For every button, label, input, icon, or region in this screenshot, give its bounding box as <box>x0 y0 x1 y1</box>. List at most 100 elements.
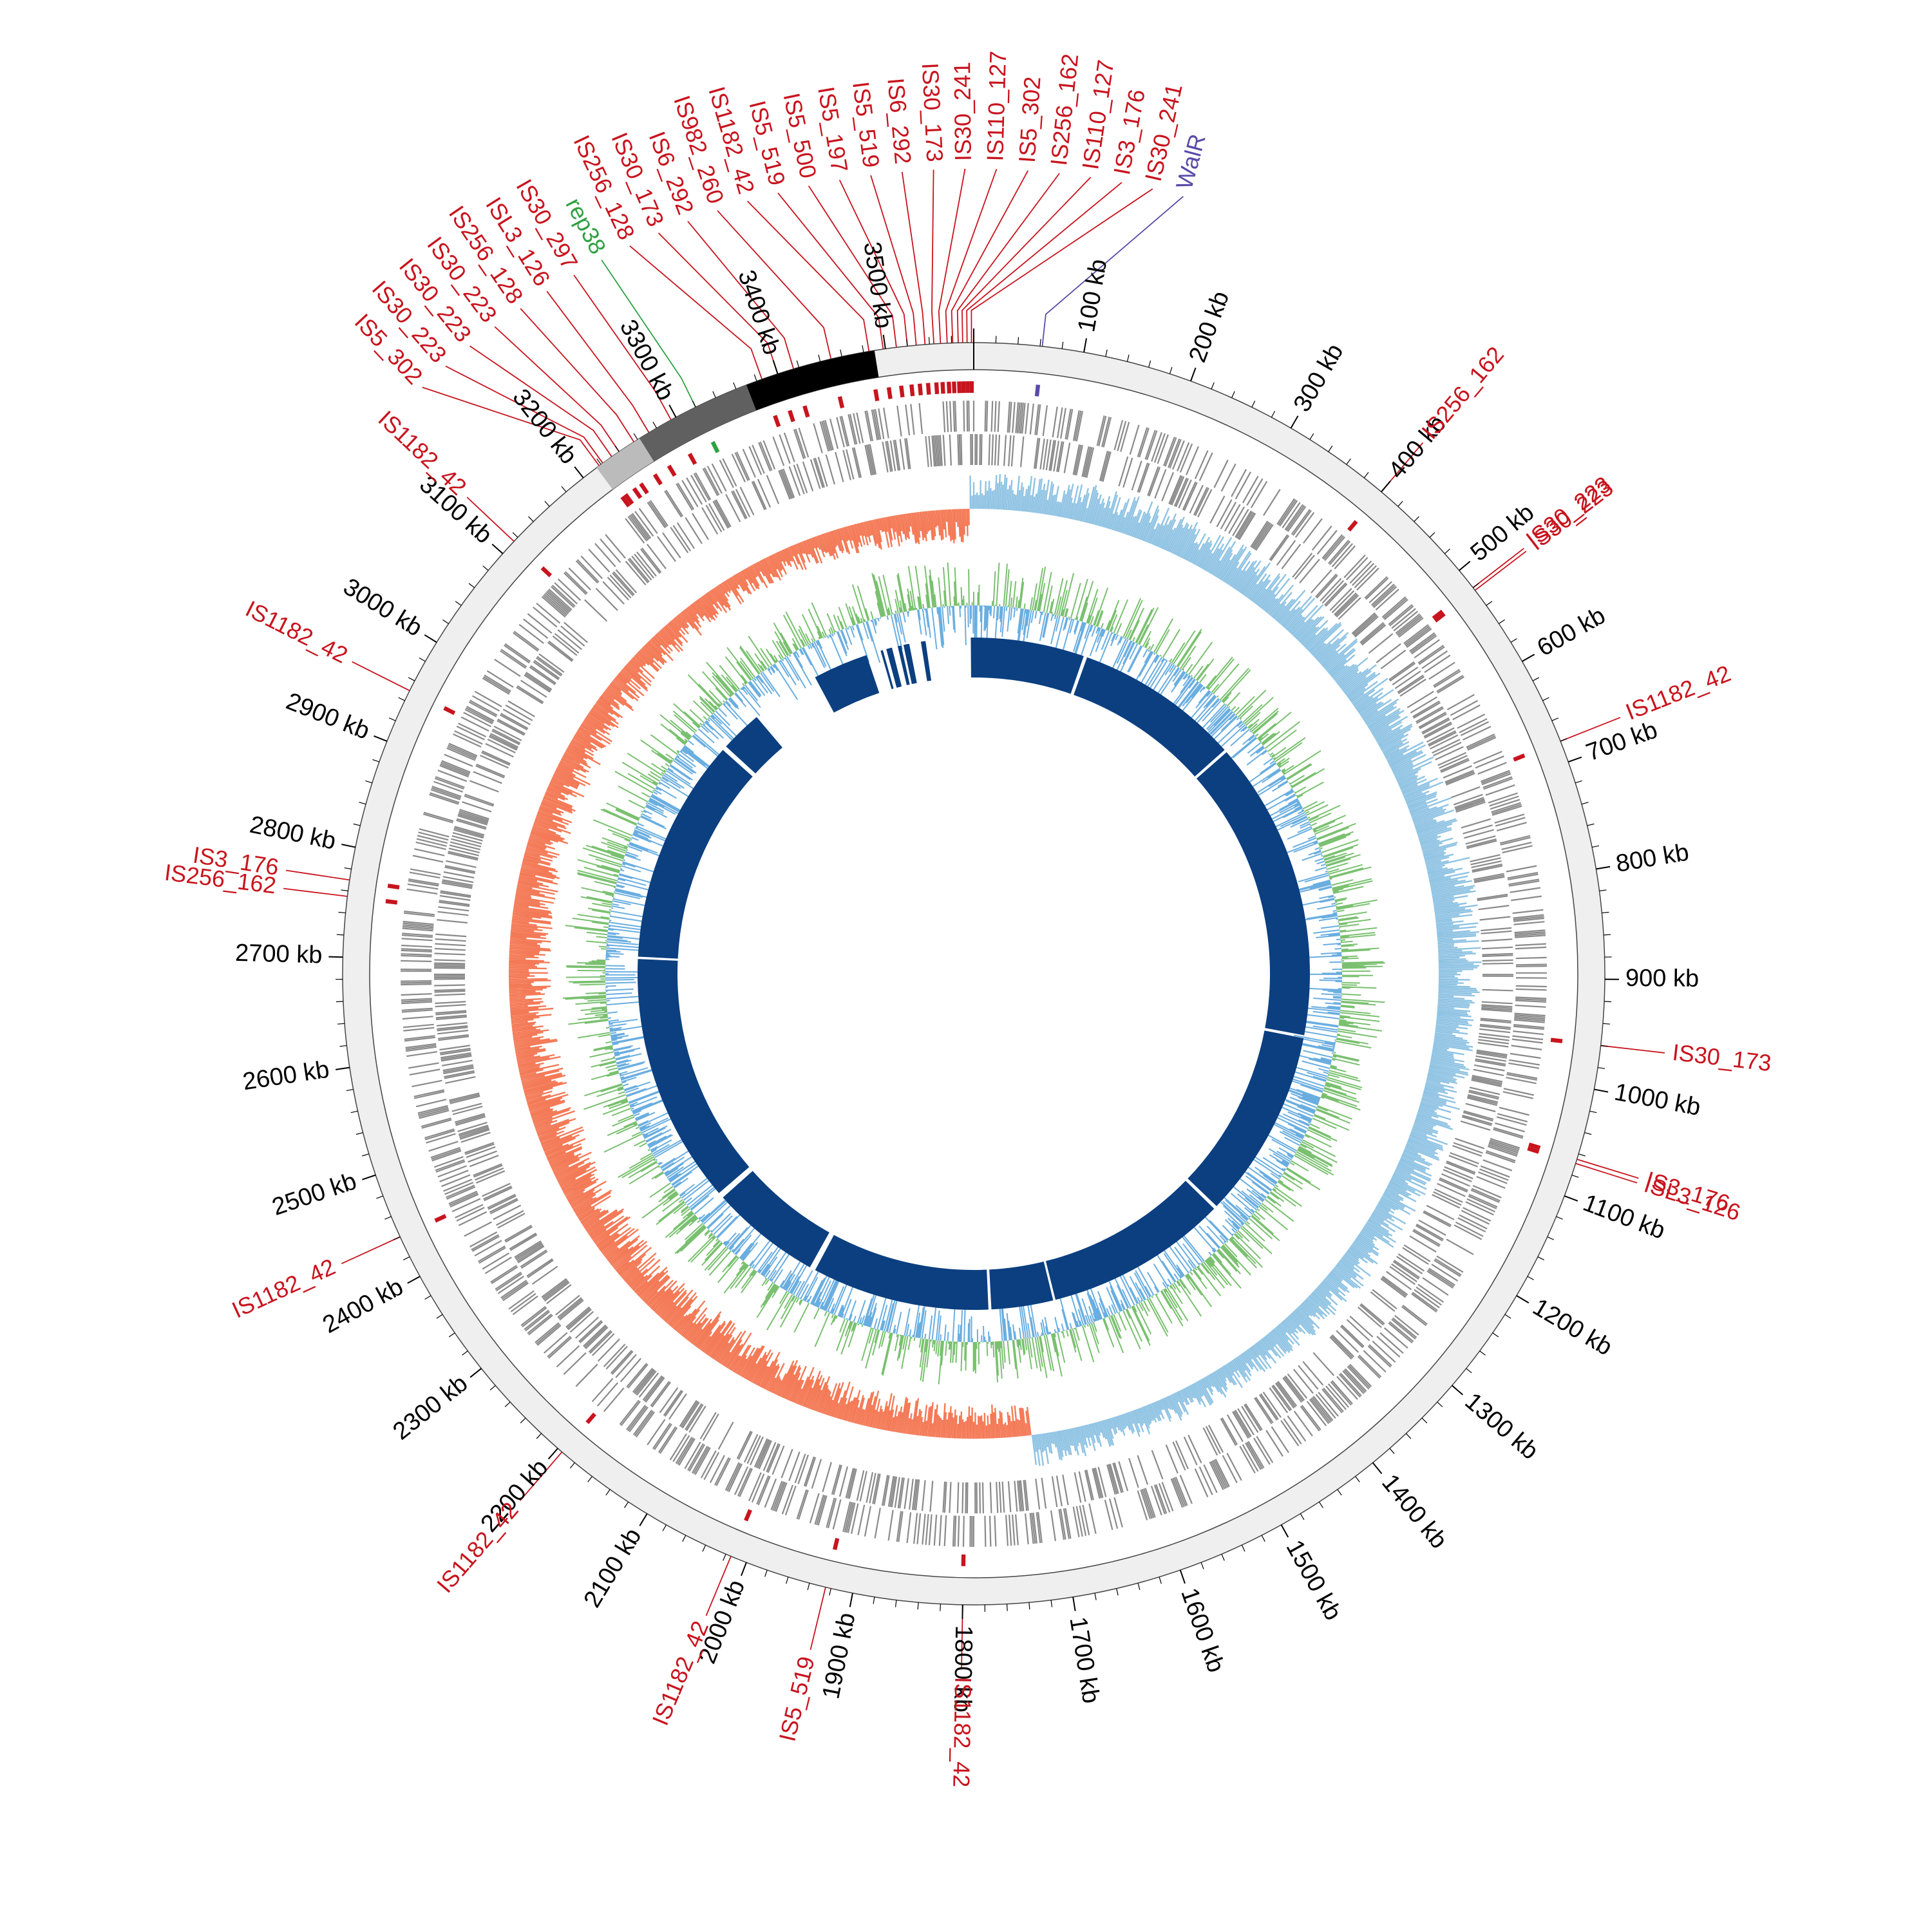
minor-tick <box>355 1132 363 1135</box>
major-tick <box>668 404 677 418</box>
major-tick <box>574 466 584 478</box>
minor-tick <box>733 382 737 390</box>
annotation-leader <box>494 326 620 452</box>
major-tick <box>1594 1088 1609 1093</box>
minor-tick <box>662 1524 667 1531</box>
is-element-mark <box>623 493 634 506</box>
kb-tick-label: 3500 kb <box>858 240 898 330</box>
annotation-leader <box>1600 1045 1665 1054</box>
is-element-label: IS110_127 <box>981 50 1011 162</box>
is-element-mark <box>652 473 663 486</box>
major-tick <box>1459 560 1471 571</box>
is-element-mark <box>540 566 553 578</box>
annotation-leader <box>705 1556 732 1616</box>
backbone-band <box>343 343 1605 1605</box>
minor-tick <box>807 1583 810 1591</box>
minor-tick <box>652 421 658 429</box>
major-tick <box>1290 415 1299 429</box>
annotation-leader <box>1472 547 1524 589</box>
is-element-label: IS5_302 <box>1014 75 1046 164</box>
minor-tick <box>482 565 489 571</box>
minor-tick <box>1251 401 1256 408</box>
minor-tick <box>1551 717 1559 721</box>
minor-tick <box>712 391 716 398</box>
minor-tick <box>1405 1433 1412 1439</box>
minor-tick <box>1581 802 1589 805</box>
minor-tick <box>682 1535 687 1542</box>
is-element-mark <box>1347 520 1358 532</box>
minor-tick <box>1094 1593 1097 1600</box>
annotation-leader <box>717 210 832 359</box>
is-element-label: IS256_162 <box>1045 52 1083 167</box>
minor-tick <box>1486 601 1493 606</box>
minor-tick <box>1355 1476 1360 1482</box>
major-tick <box>1372 1462 1383 1474</box>
minor-tick <box>1575 780 1582 784</box>
minor-tick <box>764 1569 768 1577</box>
minor-tick <box>1169 366 1173 374</box>
minor-tick <box>1105 349 1108 357</box>
minor-tick <box>365 780 373 784</box>
homology-block <box>726 717 782 774</box>
minor-tick <box>536 1433 542 1439</box>
minor-tick <box>1116 1588 1119 1596</box>
minor-tick <box>408 677 415 681</box>
is-element-mark <box>434 1214 447 1223</box>
minor-tick <box>1271 410 1276 418</box>
minor-tick <box>337 1023 345 1025</box>
kb-tick-label: 2800 kb <box>247 811 338 855</box>
major-tick <box>341 844 356 848</box>
major-tick <box>639 1513 648 1526</box>
is-element-mark <box>1034 384 1041 397</box>
region-highlights <box>596 350 879 489</box>
kb-tick-label: 200 kb <box>1184 288 1235 366</box>
backbone-ring <box>342 342 1605 1605</box>
is-element-label: IS6_292 <box>882 77 916 165</box>
kb-tick-label: 1300 kb <box>1460 1388 1544 1465</box>
major-tick <box>335 1066 350 1070</box>
kb-tick-label: 1200 kb <box>1528 1293 1617 1361</box>
is-element-mark <box>443 706 456 715</box>
kb-tick-label: 2700 kb <box>235 940 323 969</box>
homology-block <box>841 663 862 701</box>
is-element-mark <box>940 382 945 394</box>
minor-tick <box>1587 823 1595 826</box>
annotation-leader <box>901 171 926 345</box>
minor-tick <box>1061 341 1064 349</box>
annotation-leader <box>777 192 884 350</box>
backbone-inner-line <box>369 369 1578 1578</box>
minor-tick <box>1429 532 1435 538</box>
is-element-mark <box>947 381 952 393</box>
annotation-leader <box>808 185 897 348</box>
minor-tick <box>1309 433 1314 440</box>
annotation-leader <box>601 260 696 408</box>
is-element-mark <box>802 405 810 418</box>
minor-tick <box>1602 1023 1610 1025</box>
minor-tick <box>353 823 361 826</box>
minor-tick <box>1466 1368 1472 1374</box>
homology-blocks-track <box>637 638 1310 1310</box>
is-element-mark <box>773 415 781 428</box>
annotation-leader <box>546 290 650 433</box>
is-element-mark <box>1513 753 1526 762</box>
minor-tick <box>1261 1535 1265 1542</box>
is-element-mark <box>620 495 631 507</box>
is-element-mark <box>744 1509 752 1522</box>
minor-tick <box>336 934 344 936</box>
cds-track <box>400 400 1548 1548</box>
minor-tick <box>1414 516 1419 522</box>
minor-tick <box>462 1350 468 1356</box>
minor-tick <box>702 1544 706 1552</box>
annotation-leader <box>352 661 410 692</box>
homology-block <box>974 638 1084 694</box>
kb-tick-label: 800 kb <box>1614 838 1690 877</box>
major-tick <box>407 1276 421 1284</box>
minor-tick <box>1537 1256 1545 1261</box>
major-tick <box>772 360 779 374</box>
major-tick <box>362 1174 376 1180</box>
minor-tick <box>1444 548 1450 554</box>
is-element-label: IS5_519 <box>773 1654 819 1744</box>
kb-tick-label: 1700 kb <box>1064 1615 1104 1705</box>
minor-tick <box>1148 360 1151 368</box>
minor-tick <box>362 1153 369 1157</box>
